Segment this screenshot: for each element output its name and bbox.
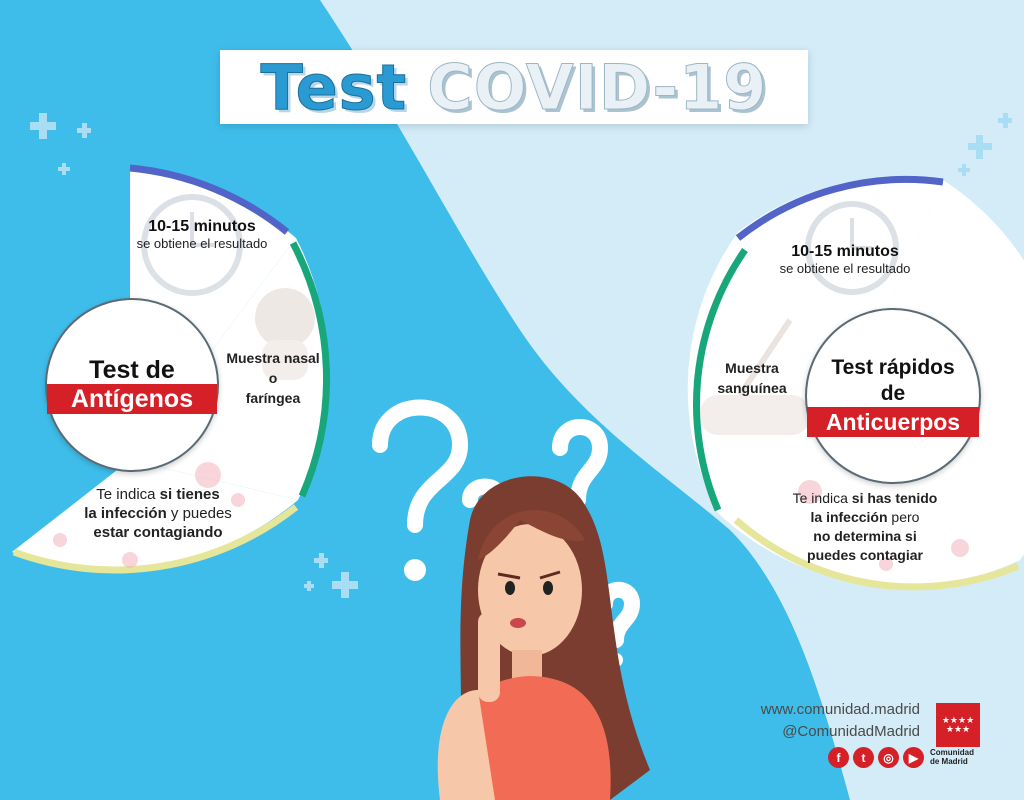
- anticuerpos-sample-line1: Muestra: [725, 360, 779, 376]
- website-link[interactable]: www.comunidad.madrid: [760, 701, 920, 718]
- woman-illustration: [437, 476, 650, 800]
- arm-blood-sample-icon: [700, 318, 810, 435]
- social-icons: f t ◎ ▶: [828, 747, 924, 768]
- anticuerpos-circle-band: Anticuerpos: [807, 407, 979, 437]
- antigenos-sample-line1: Muestra nasal: [226, 350, 320, 366]
- clock-icon: [141, 194, 243, 296]
- anticuerpos-circle-line1: Test rápidos: [831, 356, 955, 379]
- anticuerpos-description: Te indica si has tenido la infección per…: [774, 489, 956, 565]
- facebook-icon[interactable]: f: [828, 747, 849, 768]
- anticuerpos-desc-2: si has tenido: [851, 490, 938, 506]
- anticuerpos-time-sub: se obtiene el resultado: [779, 261, 911, 276]
- title-banner: Test COVID-19: [220, 50, 808, 124]
- logo-stars: ★★★★: [941, 715, 975, 725]
- title-covid: COVID-19: [427, 50, 768, 124]
- footer-links: www.comunidad.madrid @ComunidadMadrid: [690, 699, 920, 743]
- antigenos-sample-line2: o: [268, 370, 278, 386]
- anticuerpos-infographic: [687, 175, 1024, 591]
- anticuerpos-circle-line2: de: [880, 382, 906, 405]
- anticuerpos-desc-3: la infección: [810, 509, 888, 525]
- antigenos-desc-1: Te indica: [96, 486, 160, 503]
- twitter-icon[interactable]: t: [853, 747, 874, 768]
- antigenos-circle: Test de Antígenos: [45, 298, 219, 472]
- anticuerpos-time: 10-15 minutos se obtiene el resultado: [762, 243, 928, 276]
- anticuerpos-desc-5: no determina si: [813, 528, 917, 544]
- antigenos-sample: Muestra nasal o faríngea: [212, 348, 334, 408]
- anticuerpos-desc-4: pero: [887, 509, 920, 525]
- anticuerpos-desc-1: Te indica: [792, 490, 852, 506]
- logo-line1: Comunidad: [930, 748, 974, 757]
- anticuerpos-time-title: 10-15 minutos: [791, 243, 899, 260]
- logo-line2: de Madrid: [930, 757, 968, 766]
- antigenos-time-sub: se obtiene el resultado: [136, 236, 268, 251]
- clock-icon: [805, 201, 899, 295]
- antigenos-desc-2: si tienes: [159, 486, 220, 503]
- anticuerpos-sample: Muestra sanguínea: [702, 358, 802, 398]
- antigenos-description: Te indica si tienes la infección y puede…: [58, 485, 258, 542]
- anticuerpos-circle: Test rápidos de Anticuerpos: [805, 308, 981, 484]
- social-handle[interactable]: @ComunidadMadrid: [782, 723, 920, 740]
- antigenos-circle-line1: Test de: [89, 356, 175, 384]
- logo-text: Comunidad de Madrid: [930, 748, 988, 766]
- virus-icon: [53, 462, 245, 568]
- instagram-icon[interactable]: ◎: [878, 747, 899, 768]
- antigenos-time: 10-15 minutos se obtiene el resultado: [118, 218, 286, 251]
- antigenos-desc-3: la infección: [84, 505, 167, 522]
- title-test: Test: [260, 50, 408, 124]
- antigenos-sample-line3: faríngea: [245, 390, 301, 406]
- comunidad-madrid-logo: ★★★★ ★★★: [936, 703, 980, 747]
- person-profile-icon: [255, 288, 315, 380]
- anticuerpos-sample-line2: sanguínea: [717, 380, 787, 396]
- cross-decorations: [30, 113, 1012, 598]
- antigenos-desc-4: y puedes: [166, 505, 232, 522]
- anticuerpos-desc-6: puedes contagiar: [807, 547, 923, 563]
- virus-icon: [798, 480, 969, 571]
- logo-stars: ★★★: [945, 724, 971, 734]
- antigenos-circle-band: Antígenos: [47, 384, 217, 414]
- youtube-icon[interactable]: ▶: [903, 747, 924, 768]
- antigenos-time-title: 10-15 minutos: [148, 218, 256, 235]
- antigenos-desc-5: estar contagiando: [93, 524, 223, 541]
